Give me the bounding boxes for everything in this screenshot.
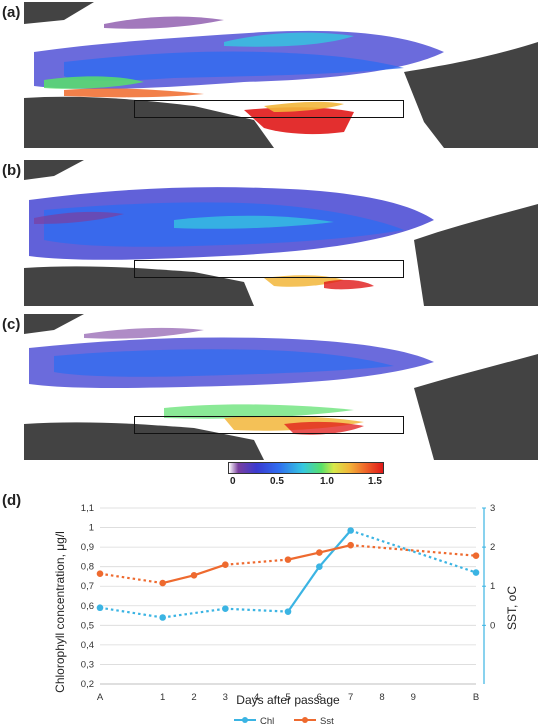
series-sst-point-3 xyxy=(222,561,229,569)
panel-label-c: (c) xyxy=(2,316,21,333)
colorbar xyxy=(228,462,384,474)
colorbar-tick-15: 1.5 xyxy=(368,476,382,487)
legend-label-chl: Chl xyxy=(260,716,274,727)
series-sst-point-A xyxy=(96,570,104,578)
series-sst-segment-5 xyxy=(319,544,351,554)
series-chl-point-5 xyxy=(284,608,292,615)
series-chl-point-B xyxy=(472,569,480,576)
x-tick-5: 5 xyxy=(285,692,290,703)
colorbar-tick-10: 1.0 xyxy=(320,476,334,487)
series-sst-segment-6 xyxy=(350,544,477,557)
y-left-tick-1: 0,3 xyxy=(81,659,94,670)
x-tick-3: 3 xyxy=(223,692,228,703)
series-sst-point-2 xyxy=(190,571,198,579)
x-axis-title: Days after passage xyxy=(236,693,340,707)
series-sst-segment-1 xyxy=(162,574,195,585)
x-tick-4: 4 xyxy=(254,692,259,703)
y-left-tick-4: 0,6 xyxy=(81,601,94,612)
series-layer xyxy=(96,527,480,621)
roi-box-a xyxy=(134,100,404,118)
panel-label-b: (b) xyxy=(2,162,22,179)
series-chl-point-7 xyxy=(347,527,354,534)
x-tick-B: B xyxy=(473,692,479,703)
y-left-tick-5: 0,7 xyxy=(81,581,94,592)
series-chl-segment-1 xyxy=(162,607,226,619)
series-sst-segment-0 xyxy=(99,572,163,585)
x-tick-6: 6 xyxy=(317,692,322,703)
panel-label-a: (a) xyxy=(2,4,21,21)
legend-label-sst: Sst xyxy=(320,716,334,727)
series-sst-segment-3 xyxy=(225,558,289,566)
colorbar-tick-05: 0.5 xyxy=(270,476,284,487)
x-tick-1: 1 xyxy=(160,692,165,703)
x-tick-2: 2 xyxy=(191,692,196,703)
grid-lines xyxy=(100,507,476,685)
map-c-image xyxy=(24,314,538,460)
map-panel-c xyxy=(24,314,538,460)
y-right-axis-title: SST, oC xyxy=(505,586,519,630)
x-tick-A: A xyxy=(97,692,104,703)
legend-marker-sst xyxy=(302,717,308,723)
series-chl-segment-3 xyxy=(287,566,321,613)
y-left-tick-8: 1 xyxy=(89,523,94,534)
map-panel-a xyxy=(24,2,538,148)
y-right-tick-2: 2 xyxy=(490,542,495,553)
legend-marker-chl xyxy=(242,717,248,723)
x-tick-7: 7 xyxy=(348,692,353,703)
series-chl-segment-2 xyxy=(225,607,289,613)
y-right-tick-1: 1 xyxy=(490,581,495,592)
legend: Chl Sst xyxy=(234,716,334,727)
y-left-tick-9: 1,1 xyxy=(81,503,94,514)
axes: 0,2 0,3 0,4 0,5 0,6 0,7 0,8 0,9 1 1,1 0 1 2 3 A 1 2 3 4 5 6 7… xyxy=(81,503,496,703)
series-chl-point-3 xyxy=(222,605,229,613)
map-a-image xyxy=(24,2,538,148)
series-sst-point-7 xyxy=(347,541,354,549)
series-sst-segment-4 xyxy=(287,551,320,561)
y-left-tick-7: 0,9 xyxy=(81,542,94,553)
y-left-tick-2: 0,4 xyxy=(81,640,94,651)
roi-box-b xyxy=(134,260,404,278)
panel-label-d: (d) xyxy=(2,492,22,509)
series-sst-segment-2 xyxy=(193,563,226,577)
x-tick-8: 8 xyxy=(379,692,384,703)
y-left-tick-0: 0,2 xyxy=(81,679,94,690)
y-left-axis-title: Chlorophyll concentration, μg/l xyxy=(53,531,67,693)
series-sst-point-1 xyxy=(159,579,166,587)
colorbar-tick-0: 0 xyxy=(230,476,236,487)
y-left-tick-6: 0,8 xyxy=(81,562,94,573)
y-left-tick-3: 0,5 xyxy=(81,620,94,631)
series-sst-point-6 xyxy=(316,549,323,556)
series-chl-point-1 xyxy=(159,614,166,621)
roi-box-c xyxy=(134,416,404,434)
x-tick-9: 9 xyxy=(411,692,416,703)
y-right-tick-3: 3 xyxy=(490,503,495,514)
series-chl-point-6 xyxy=(316,563,323,570)
map-panel-b xyxy=(24,160,538,306)
y-right-tick-0: 0 xyxy=(490,620,495,631)
series-sst-point-5 xyxy=(284,556,292,563)
series-chl-segment-0 xyxy=(99,606,163,619)
line-chart: 0,2 0,3 0,4 0,5 0,6 0,7 0,8 0,9 1 1,1 0 1 2 3 A 1 2 3 4 5 6 7… xyxy=(53,503,519,727)
series-chl-point-A xyxy=(96,604,104,612)
series-sst-point-B xyxy=(472,552,480,560)
map-b-image xyxy=(24,160,538,306)
